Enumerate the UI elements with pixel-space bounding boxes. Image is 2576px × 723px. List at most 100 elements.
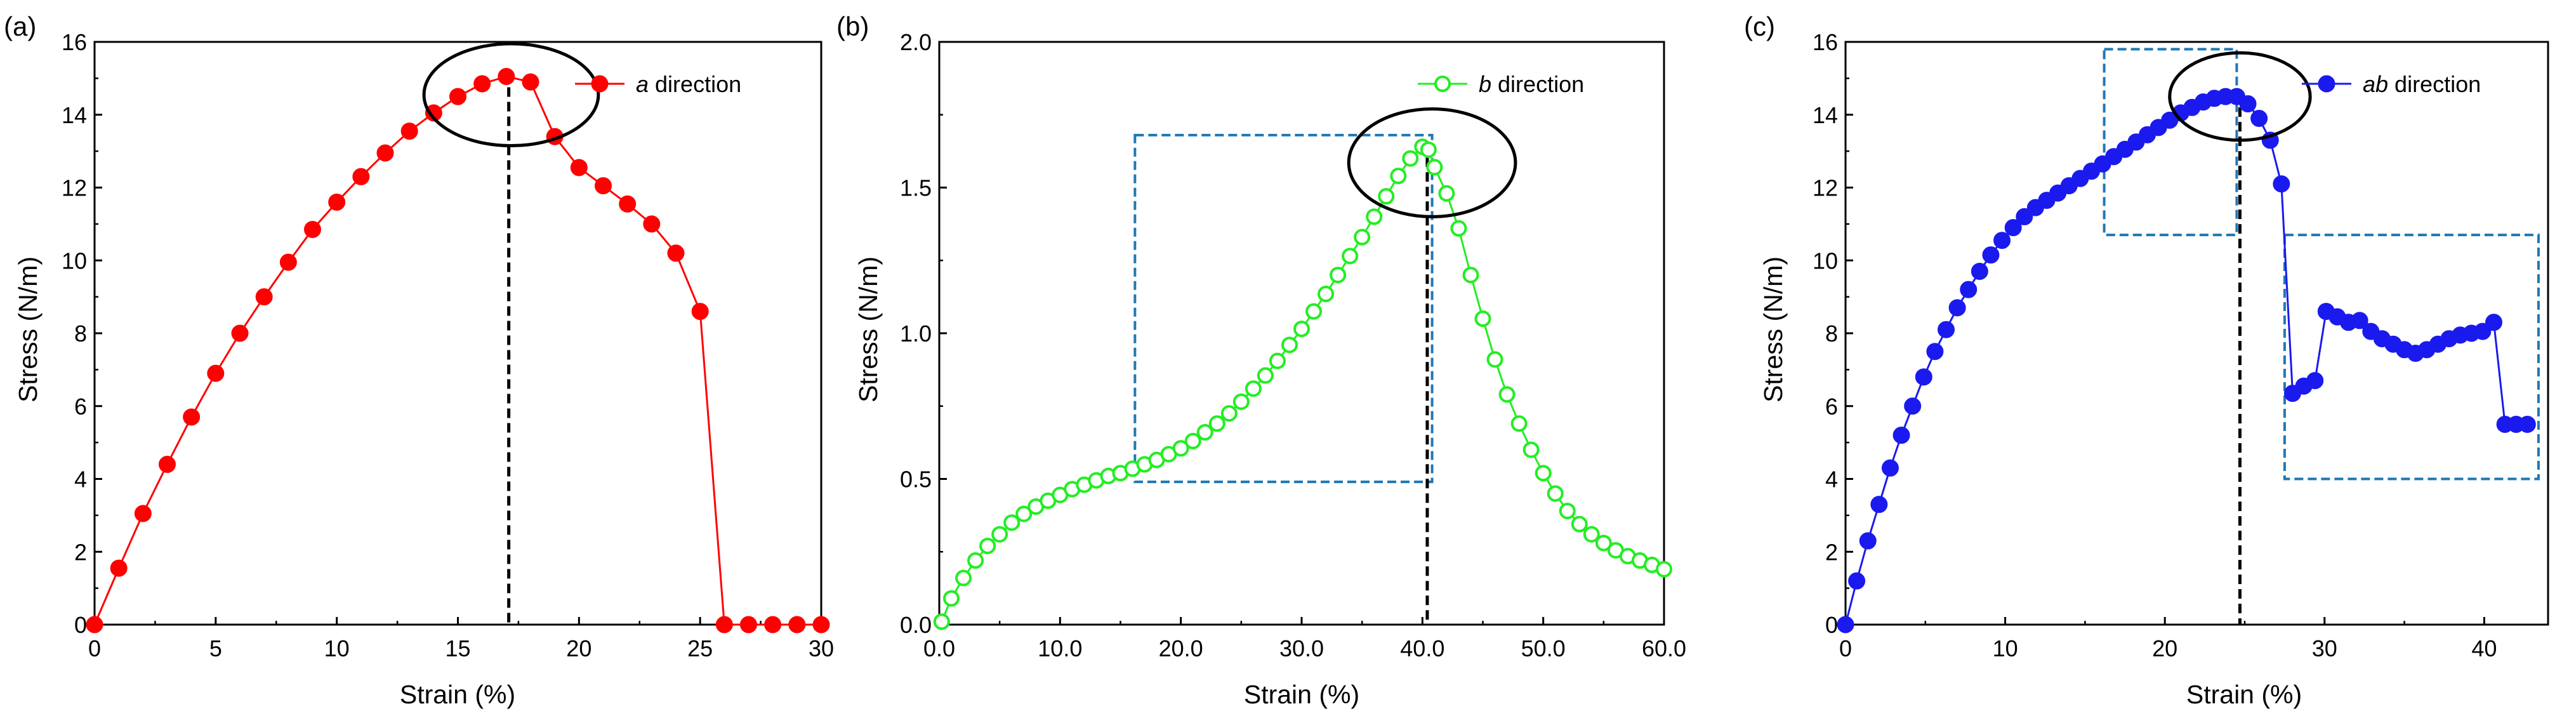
y-tick-label: 6 — [1825, 394, 1838, 420]
data-point — [110, 559, 128, 577]
data-point — [1870, 496, 1888, 514]
x-tick-label: 5 — [209, 635, 222, 661]
x-tick-label: 15 — [445, 635, 470, 661]
data-point — [1904, 397, 1922, 415]
y-tick-label: 4 — [74, 467, 87, 493]
x-tick-label: 25 — [687, 635, 713, 661]
data-point — [1559, 502, 1576, 519]
x-tick-label: 60.0 — [1642, 635, 1686, 661]
data-point — [1281, 336, 1298, 354]
data-point — [1208, 415, 1225, 432]
peak-ellipse — [1347, 107, 1517, 218]
data-point — [1232, 393, 1250, 410]
data-point — [619, 195, 637, 213]
y-tick-label: 0 — [74, 612, 87, 638]
x-tick-label: 0 — [1839, 635, 1852, 661]
y-tick-label: 0.0 — [900, 612, 932, 638]
data-point — [715, 616, 733, 633]
data-point — [207, 364, 225, 382]
data-point — [1015, 505, 1033, 522]
data-point — [1426, 159, 1443, 176]
data-point — [2250, 109, 2268, 127]
data-point — [2485, 314, 2502, 331]
data-point — [1993, 232, 2011, 249]
legend-label-italic: b — [1479, 71, 1491, 97]
legend-label-text: direction — [2388, 71, 2481, 97]
y-tick-label: 12 — [62, 175, 87, 201]
data-point — [425, 104, 442, 122]
data-point — [1420, 141, 1437, 158]
data-point — [1982, 246, 2000, 264]
y-tick-label: 4 — [1825, 467, 1838, 493]
data-point — [86, 616, 103, 633]
data-point — [1926, 343, 1944, 361]
x-tick-label: 10 — [324, 635, 350, 661]
y-tick-label: 6 — [74, 394, 87, 420]
x-tick-label: 0.0 — [923, 635, 955, 661]
data-point — [2306, 372, 2324, 390]
data-point — [1510, 415, 1528, 432]
plot-area-a: 0 5 10 15 20 25 30 0 2 4 6 8 10 12 14 16 a direction — [62, 29, 834, 661]
x-tick-label: 30 — [809, 635, 834, 661]
y-tick-label: 0.5 — [900, 467, 932, 493]
x-tick-label: 40.0 — [1400, 635, 1444, 661]
y-tick-label: 2 — [1825, 539, 1838, 565]
data-point — [1438, 185, 1455, 202]
data-point — [1257, 367, 1274, 384]
data-point — [1547, 485, 1564, 502]
data-point — [1003, 514, 1020, 531]
data-point — [1196, 424, 1213, 441]
series-line — [93, 75, 821, 626]
data-point — [788, 616, 806, 633]
data-point — [1474, 310, 1491, 328]
data-point — [1450, 220, 1467, 237]
data-point — [1390, 168, 1407, 185]
legend-marker — [2318, 75, 2335, 93]
highlight-box — [2283, 234, 2540, 481]
data-point — [1354, 229, 1371, 246]
legend-label: b direction — [1479, 71, 1584, 97]
x-tick-label: 10 — [1993, 635, 2018, 661]
data-point — [1535, 465, 1552, 482]
legend-label: a direction — [636, 71, 741, 97]
data-point — [595, 177, 612, 195]
data-point — [955, 569, 972, 587]
data-point — [328, 193, 346, 211]
panel-label: (b) — [836, 11, 869, 41]
data-point — [134, 505, 152, 522]
x-tick-label: 50.0 — [1521, 635, 1566, 661]
data-point — [1595, 534, 1612, 552]
data-point — [1583, 526, 1600, 543]
legend-label-text: direction — [1491, 71, 1584, 97]
highlight-box — [1133, 133, 1434, 484]
legend-label: ab direction — [2363, 71, 2481, 97]
data-point — [2239, 95, 2257, 113]
data-point — [255, 288, 273, 306]
data-point — [304, 220, 321, 238]
data-point — [1948, 299, 1966, 317]
data-point — [570, 159, 588, 176]
y-tick-label: 1.5 — [900, 175, 932, 201]
data-point — [667, 244, 685, 262]
data-point — [376, 144, 394, 162]
data-point — [498, 68, 515, 86]
data-point — [643, 215, 661, 233]
data-point — [1366, 208, 1383, 225]
data-point — [522, 73, 539, 91]
y-tick-label: 1.0 — [900, 321, 932, 347]
x-tick-label: 20 — [2152, 635, 2177, 661]
plot-area-c: 0 10 20 30 40 0 2 4 6 8 10 12 14 16 ab direction — [1813, 29, 2549, 661]
x-axis-label: Strain (%) — [400, 680, 515, 709]
data-point — [1848, 572, 1866, 590]
data-point — [473, 75, 491, 93]
data-point — [812, 616, 830, 633]
y-tick-label: 12 — [1813, 175, 1838, 201]
legend-label-italic: a — [636, 71, 649, 97]
y-tick-label: 2.0 — [900, 29, 932, 55]
y-axis-label: Stress (N/m) — [1759, 256, 1788, 402]
data-point — [2351, 312, 2368, 329]
data-point — [2273, 175, 2290, 193]
plot-area-b: 0.0 10.0 20.0 30.0 40.0 50.0 60.0 0.0 0.5 1.0 1.5 2… — [900, 29, 1686, 661]
y-tick-label: 8 — [74, 321, 87, 347]
